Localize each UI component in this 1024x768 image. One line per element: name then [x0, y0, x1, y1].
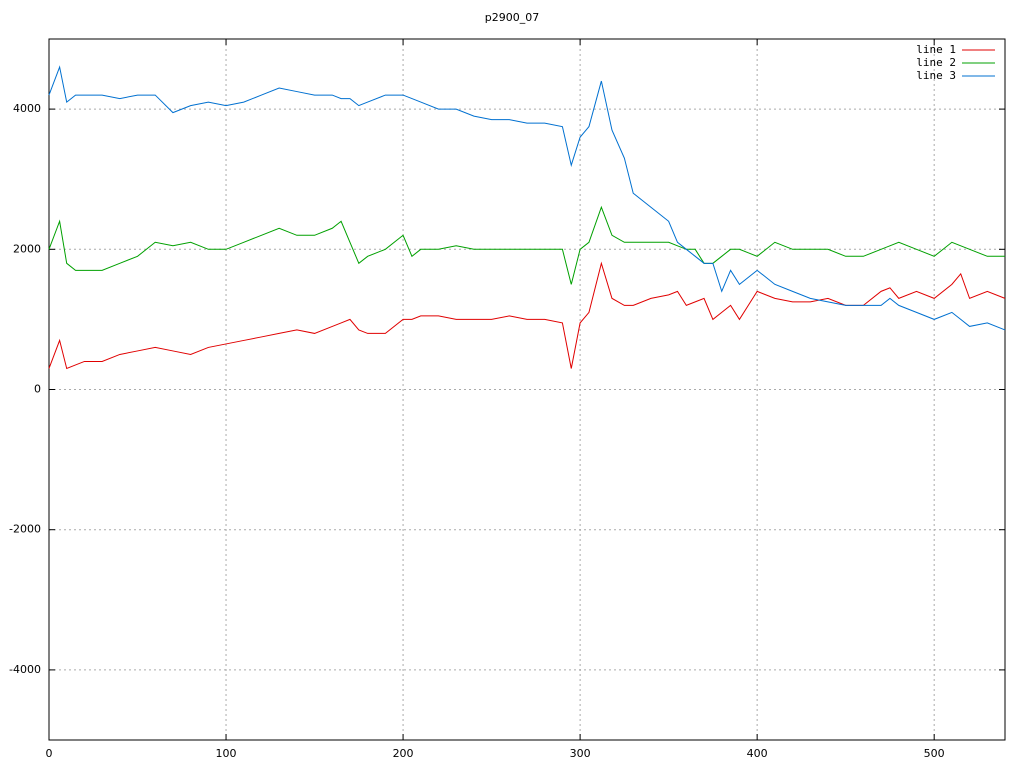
chart-title: p2900_07: [485, 11, 539, 24]
y-tick-label: 4000: [13, 102, 41, 115]
legend-label: line 1: [916, 43, 956, 56]
y-tick-label: -2000: [9, 523, 41, 536]
y-tick-label: 2000: [13, 242, 41, 255]
y-tick-label: 0: [34, 383, 41, 396]
data-line: [48, 261, 1006, 370]
x-tick-label: 100: [216, 747, 237, 760]
x-tick-label: 500: [924, 747, 945, 760]
x-tick-label: 200: [393, 747, 414, 760]
x-tick-label: 300: [570, 747, 591, 760]
x-tick-label: 0: [46, 747, 53, 760]
y-tick-label: -4000: [9, 663, 41, 676]
data-line: [48, 65, 1006, 331]
plot-frame: [48, 38, 1006, 741]
legend-label: line 3: [916, 69, 956, 82]
x-tick-label: 400: [747, 747, 768, 760]
data-line: [48, 205, 1005, 285]
legend-label: line 2: [916, 56, 956, 69]
